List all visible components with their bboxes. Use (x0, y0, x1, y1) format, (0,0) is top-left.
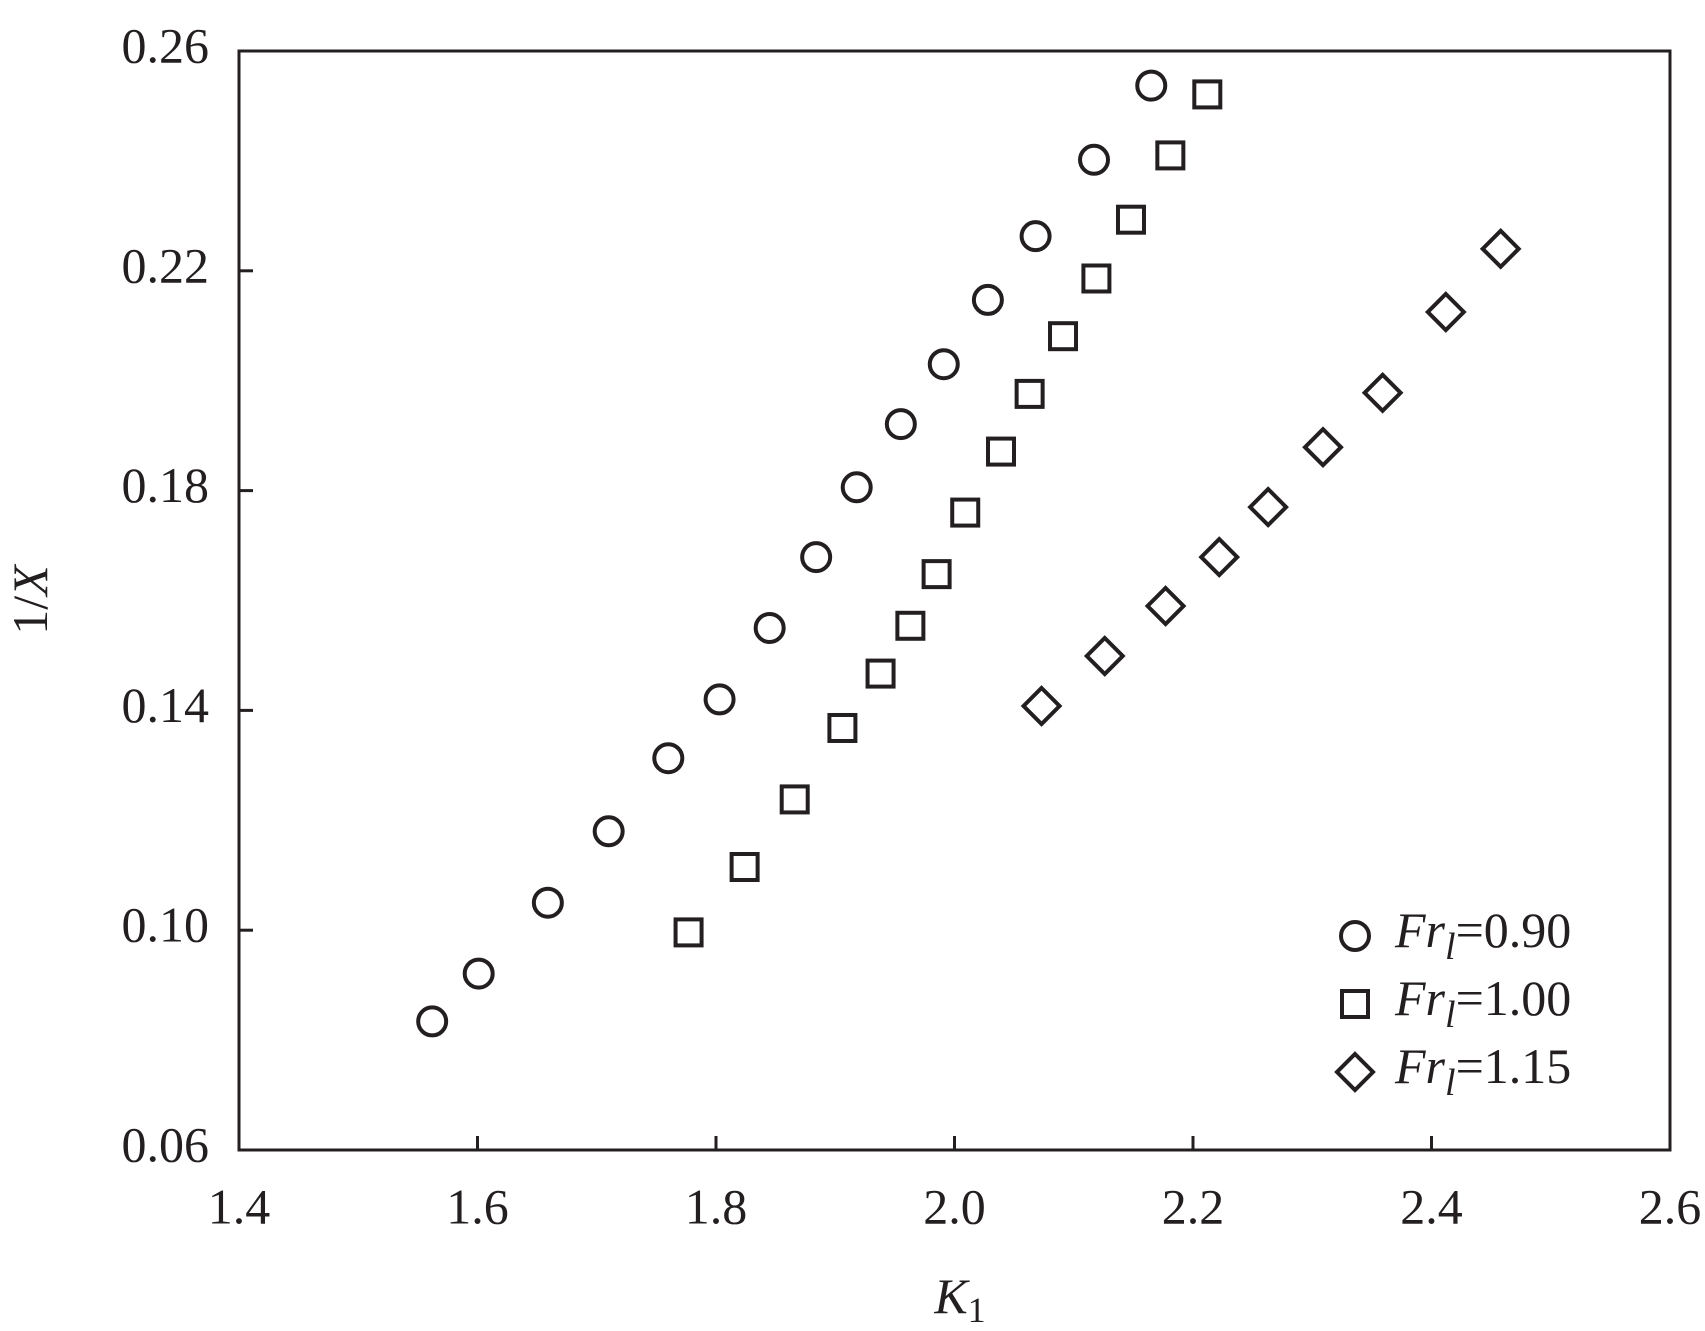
point (895, 610, 926, 641)
point (986, 436, 1017, 467)
legend-label: Frl=1.00 (1394, 970, 1571, 1035)
x-label-sub: 1 (968, 1290, 986, 1330)
y-tick-label: 0.26 (122, 17, 210, 73)
legend-base: Fr (1394, 1038, 1446, 1094)
point (800, 541, 833, 574)
point (729, 852, 760, 883)
point (884, 408, 917, 441)
y-label-prefix: 1/ (2, 596, 58, 635)
point (416, 1005, 449, 1038)
legend-symbol (1334, 1051, 1376, 1093)
y-label-var: X (2, 563, 58, 598)
point (1135, 69, 1168, 102)
y-tick-label: 0.10 (122, 897, 210, 953)
point (971, 283, 1004, 316)
point (753, 611, 786, 644)
point (950, 497, 981, 528)
point (1155, 140, 1186, 171)
point (840, 471, 873, 504)
x-tick-label: 1.8 (685, 1178, 748, 1234)
x-tick-label: 1.4 (208, 1178, 271, 1234)
point (1115, 204, 1146, 235)
point (1247, 486, 1289, 528)
point (1081, 263, 1112, 294)
point (703, 683, 736, 716)
legend-sub: l (1445, 994, 1456, 1036)
x-tick-label: 2.4 (1400, 1178, 1463, 1234)
x-label-var: K (933, 1268, 970, 1324)
legend-name: =1.00 (1456, 970, 1572, 1026)
point (1078, 143, 1111, 176)
point (1048, 321, 1079, 352)
point (779, 784, 810, 815)
legend-base: Fr (1394, 970, 1446, 1026)
point (1479, 227, 1522, 270)
x-tick-label: 1.6 (446, 1178, 509, 1234)
point (1198, 536, 1241, 578)
legend-sub: l (1445, 1062, 1456, 1104)
legend-label: Frl=0.90 (1394, 902, 1571, 967)
legend-name: =1.15 (1456, 1038, 1572, 1094)
point (1302, 426, 1344, 469)
point (673, 917, 704, 948)
x-tick-label: 2.2 (1162, 1178, 1225, 1234)
x-axis-label: K1 (933, 1268, 985, 1330)
point (1192, 79, 1223, 110)
point (1019, 220, 1052, 253)
point (1144, 585, 1187, 627)
point (652, 742, 685, 775)
y-tick-label: 0.22 (122, 237, 210, 293)
legend-sub: l (1445, 926, 1456, 968)
y-tick-label: 0.14 (122, 677, 210, 733)
point (827, 712, 858, 743)
point (865, 658, 896, 689)
point (592, 815, 625, 848)
point (921, 559, 952, 590)
x-tick-label: 2.6 (1639, 1178, 1702, 1234)
legend-base: Fr (1394, 902, 1446, 958)
point (1083, 635, 1126, 677)
legend-symbol (1339, 920, 1371, 952)
y-axis-label: 1/X (2, 563, 58, 635)
legend-symbol (1340, 989, 1370, 1019)
point (927, 348, 960, 381)
point (1361, 371, 1404, 414)
y-tick-label: 0.06 (122, 1116, 210, 1172)
point (1020, 685, 1063, 727)
point (462, 957, 495, 990)
legend-name: =0.90 (1456, 902, 1572, 958)
y-tick-label: 0.18 (122, 457, 210, 513)
point (531, 886, 564, 919)
legend-label: Frl=1.15 (1394, 1038, 1571, 1103)
x-tick-label: 2.0 (923, 1178, 986, 1234)
point (1014, 378, 1045, 409)
point (1424, 291, 1467, 333)
